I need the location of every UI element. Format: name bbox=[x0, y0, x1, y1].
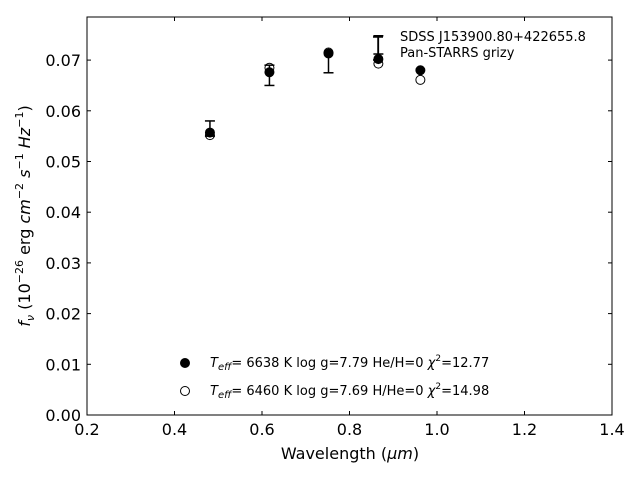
y-tick-label: 0.05 bbox=[45, 152, 81, 171]
fit-marker-filled bbox=[180, 358, 190, 368]
model-point-open bbox=[264, 62, 275, 73]
x-tick-label: 0.8 bbox=[337, 420, 362, 439]
y-tick-label: 0.04 bbox=[45, 203, 81, 222]
x-tick-label: 0.4 bbox=[162, 420, 187, 439]
x-tick-label: 0.2 bbox=[74, 420, 99, 439]
y-tick-label: 0.02 bbox=[45, 305, 81, 324]
model-point-open bbox=[204, 130, 215, 141]
x-tick-label: 0.6 bbox=[249, 420, 274, 439]
model-point-open bbox=[415, 74, 426, 85]
x-tick-label: 1.2 bbox=[512, 420, 537, 439]
fit-marker-open bbox=[180, 386, 190, 396]
fit-legend: Teff= 6638 K log g=7.79 He/H=0 χ2=12.77 … bbox=[180, 354, 489, 401]
model-point-filled bbox=[415, 65, 426, 76]
fit-label-he: Teff= 6638 K log g=7.79 He/H=0 χ2=12.77 bbox=[210, 354, 489, 373]
legend-label-object: SDSS J153900.80+422655.8 bbox=[400, 30, 586, 45]
y-tick-label: 0.03 bbox=[45, 254, 81, 273]
axis-ticks: 0.2 0.4 0.6 0.8 1.0 1.2 1.4 0.00 0.01 0.02 0.03 0.0… bbox=[45, 17, 625, 439]
x-tick-label: 1.0 bbox=[424, 420, 449, 439]
x-tick-label: 1.4 bbox=[599, 420, 624, 439]
x-axis-title: Wavelength (μm) bbox=[281, 444, 419, 463]
model-point-open bbox=[323, 47, 334, 58]
legend: SDSS J153900.80+422655.8 Pan-STARRS griz… bbox=[373, 30, 586, 61]
model-point-filled bbox=[204, 127, 215, 138]
y-axis-title: fν (10−26 erg cm−2 s−1 Hz−1) bbox=[13, 105, 37, 326]
y-tick-label: 0.07 bbox=[45, 51, 81, 70]
y-tick-label: 0.00 bbox=[45, 406, 81, 425]
y-tick-label: 0.01 bbox=[45, 355, 81, 374]
data-marks bbox=[204, 35, 426, 141]
legend-errorbar-marker bbox=[373, 36, 383, 61]
y-tick-label: 0.06 bbox=[45, 102, 81, 121]
fit-label-h: Teff= 6460 K log g=7.69 H/He=0 χ2=14.98 bbox=[210, 382, 489, 401]
legend-label-survey: Pan-STARRS grizy bbox=[400, 46, 515, 61]
